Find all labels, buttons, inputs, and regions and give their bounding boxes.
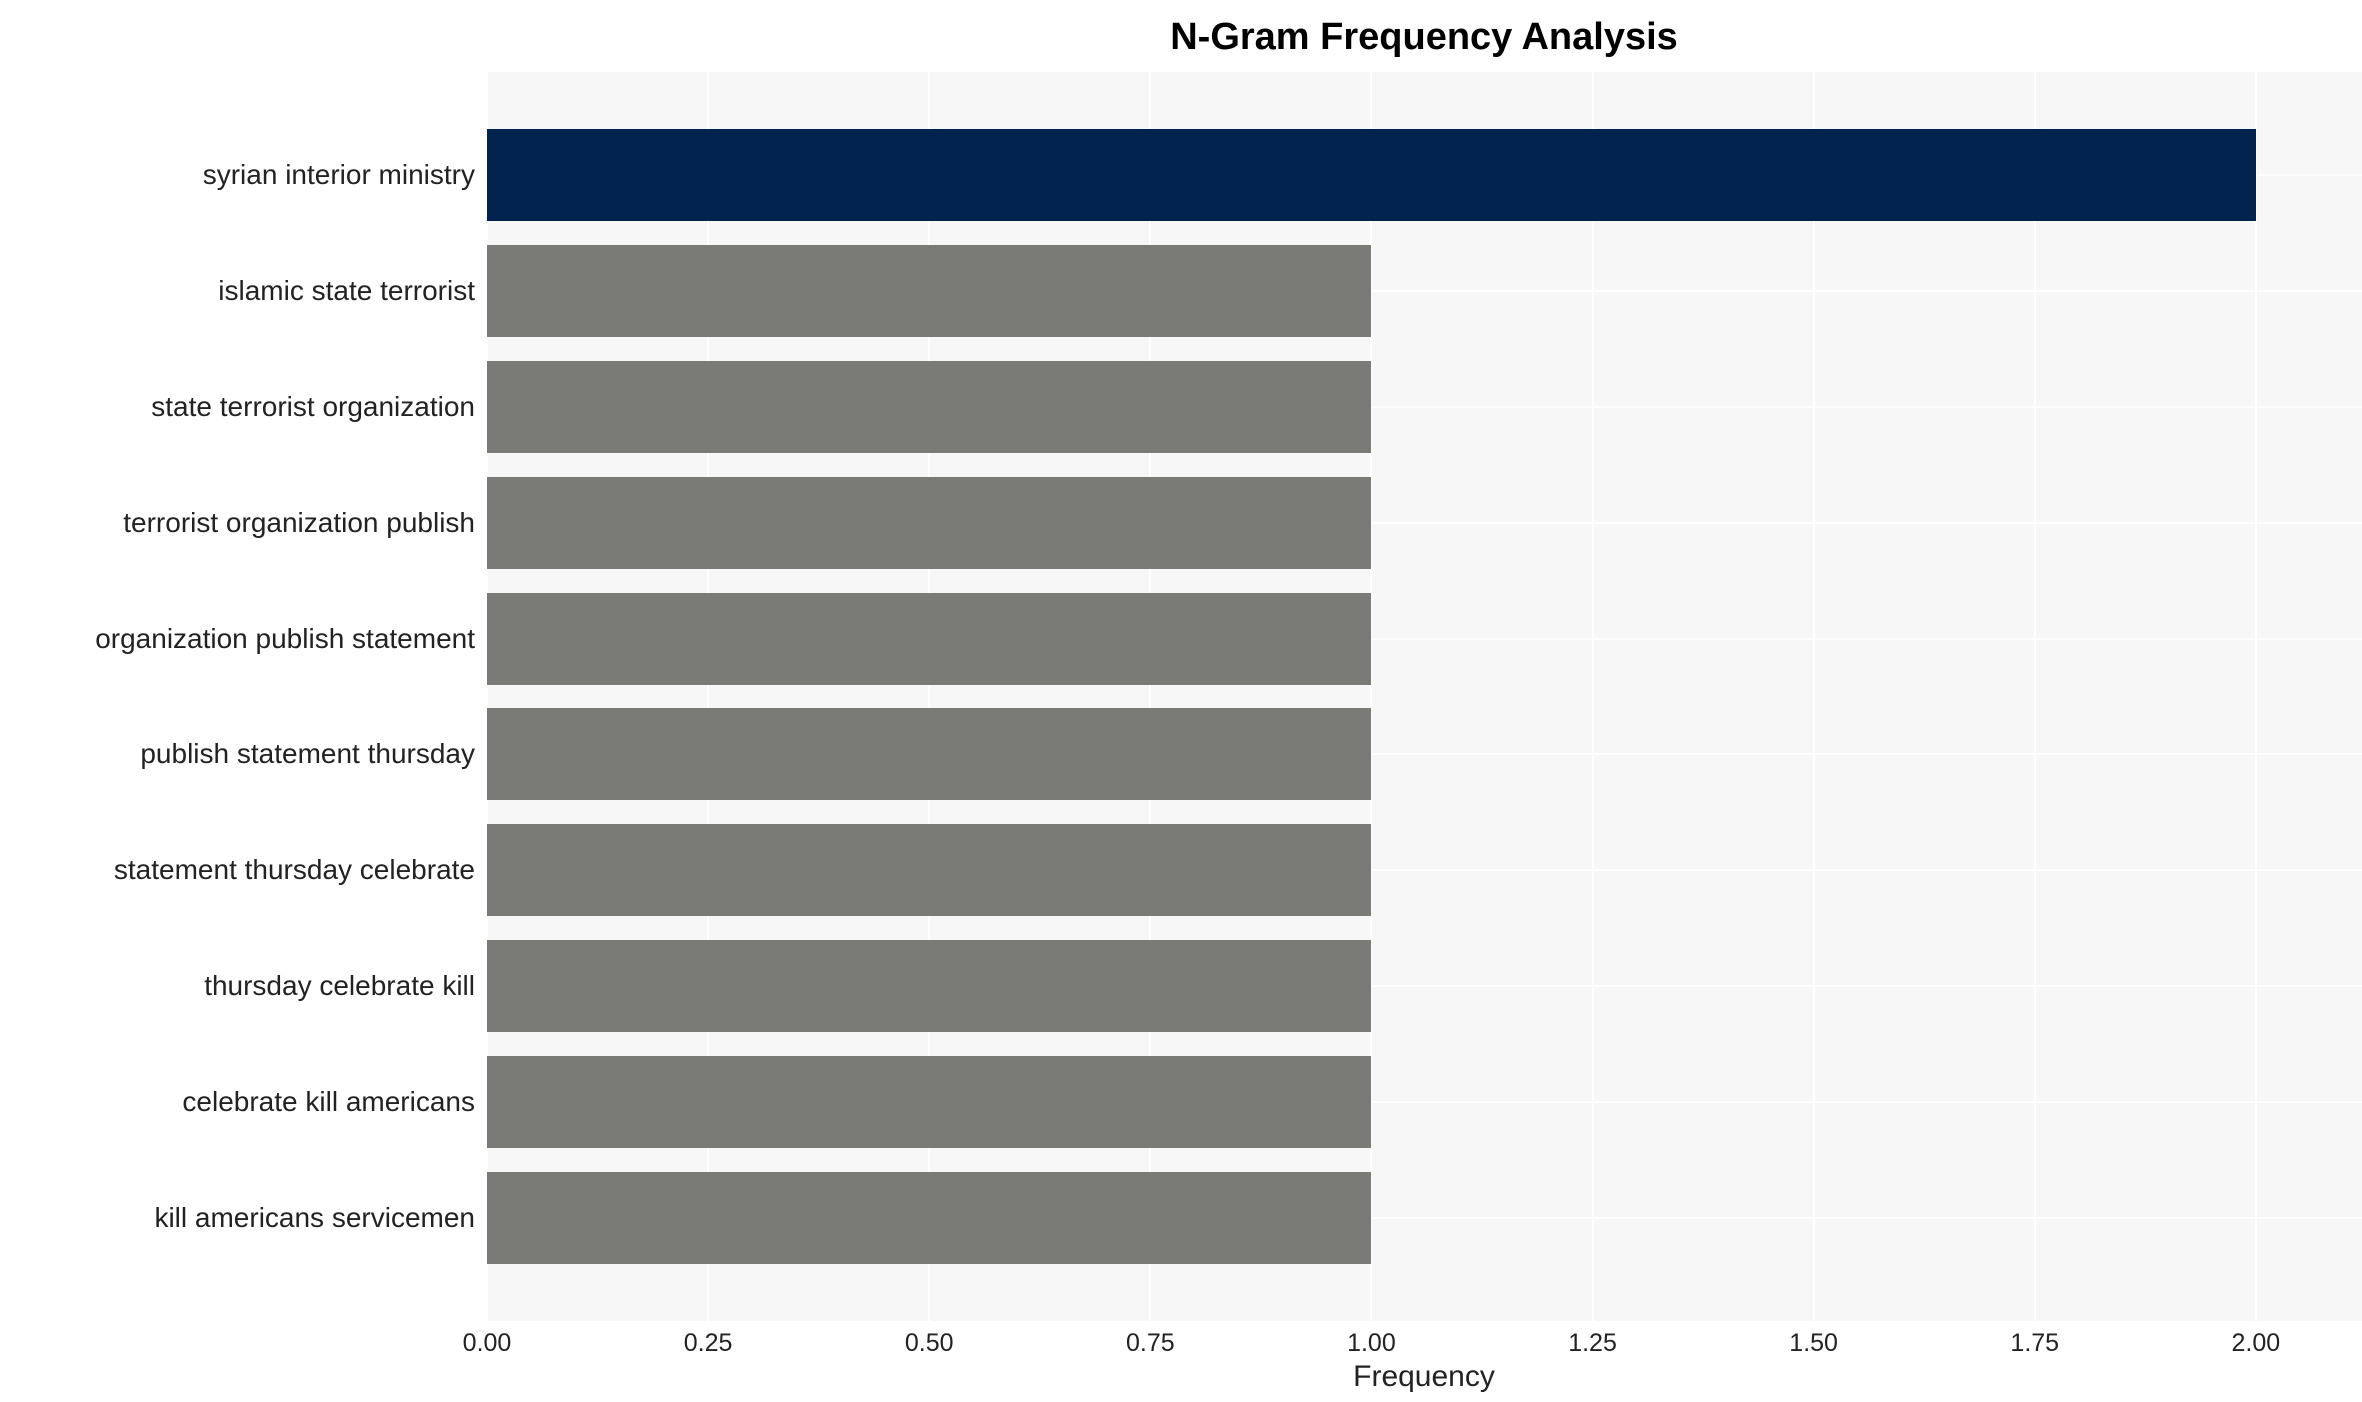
x-tick-label: 0.00	[462, 1329, 512, 1357]
bar	[487, 360, 1372, 453]
gridline-vertical	[2033, 72, 2036, 1321]
category-label: syrian interior ministry	[202, 158, 475, 190]
x-tick-label: 1.00	[1347, 1329, 1396, 1357]
vertical-gridlines	[486, 72, 2362, 1321]
x-tick-label: 2.00	[2231, 1329, 2281, 1357]
gridline-vertical	[1149, 72, 1152, 1321]
bar-row	[487, 581, 2362, 697]
gridline-vertical	[1812, 72, 1815, 1321]
bar	[487, 1172, 1372, 1265]
gridline-vertical	[928, 72, 931, 1321]
bar-row	[487, 1044, 2362, 1160]
x-tick-label: 1.50	[1789, 1329, 1838, 1357]
bar	[487, 708, 1372, 801]
bar-row	[487, 1160, 2362, 1276]
bar-row	[487, 233, 2362, 349]
gridline-vertical	[486, 72, 488, 1321]
category-label: statement thursday celebrate	[113, 854, 475, 886]
category-label: state terrorist organization	[151, 390, 475, 422]
chart-title: N-Gram Frequency Analysis	[1170, 16, 1678, 58]
gridline-horizontal	[487, 1217, 2362, 1220]
x-tick-label: 1.25	[1568, 1329, 1617, 1357]
bar	[487, 940, 1372, 1033]
gridline-horizontal	[487, 1101, 2362, 1104]
gridline-vertical	[2254, 72, 2257, 1321]
gridline-horizontal	[487, 637, 2362, 640]
bar-row	[487, 117, 2362, 233]
x-tick-label: 1.75	[2010, 1329, 2060, 1357]
y-axis-category-labels: syrian interior ministry islamic state te…	[0, 72, 475, 1321]
gridline-horizontal	[487, 869, 2362, 872]
x-axis-label: Frequency	[1353, 1360, 1495, 1393]
bar	[487, 1056, 1372, 1149]
bar-row	[487, 349, 2362, 465]
x-tick-label: 0.25	[683, 1329, 733, 1357]
category-label: terrorist organization publish	[123, 506, 475, 538]
bar	[487, 128, 2256, 221]
category-label: islamic state terrorist	[218, 274, 475, 306]
bar	[487, 244, 1372, 337]
category-label: thursday celebrate kill	[204, 970, 475, 1002]
category-label: organization publish statement	[95, 622, 475, 654]
x-tick-label: 0.75	[1125, 1329, 1175, 1357]
x-tick-label: 0.50	[904, 1329, 954, 1357]
gridline-horizontal	[487, 753, 2362, 756]
category-label: celebrate kill americans	[182, 1086, 475, 1118]
bar-row	[487, 465, 2362, 581]
category-label: kill americans servicemen	[154, 1202, 475, 1234]
bar-row	[487, 812, 2362, 928]
gridline-vertical	[707, 72, 710, 1321]
bar-rows	[487, 72, 2362, 1321]
gridline-vertical	[1370, 72, 1373, 1321]
plot-area	[486, 72, 2362, 1321]
x-axis-tick-labels: 0.00 0.25 0.50 0.75 1.00 1.25 1.50 1.75 2.00	[463, 1321, 2362, 1365]
gridline-horizontal	[487, 289, 2362, 292]
gridline-horizontal	[487, 985, 2362, 988]
gridline-horizontal	[487, 405, 2362, 408]
bar	[487, 476, 1372, 569]
category-label: publish statement thursday	[140, 738, 475, 770]
gridline-horizontal	[487, 521, 2362, 524]
bar	[487, 592, 1372, 685]
bar-row	[487, 928, 2362, 1044]
bar	[487, 824, 1372, 917]
gridline-vertical	[1591, 72, 1594, 1321]
bar-row	[487, 697, 2362, 813]
